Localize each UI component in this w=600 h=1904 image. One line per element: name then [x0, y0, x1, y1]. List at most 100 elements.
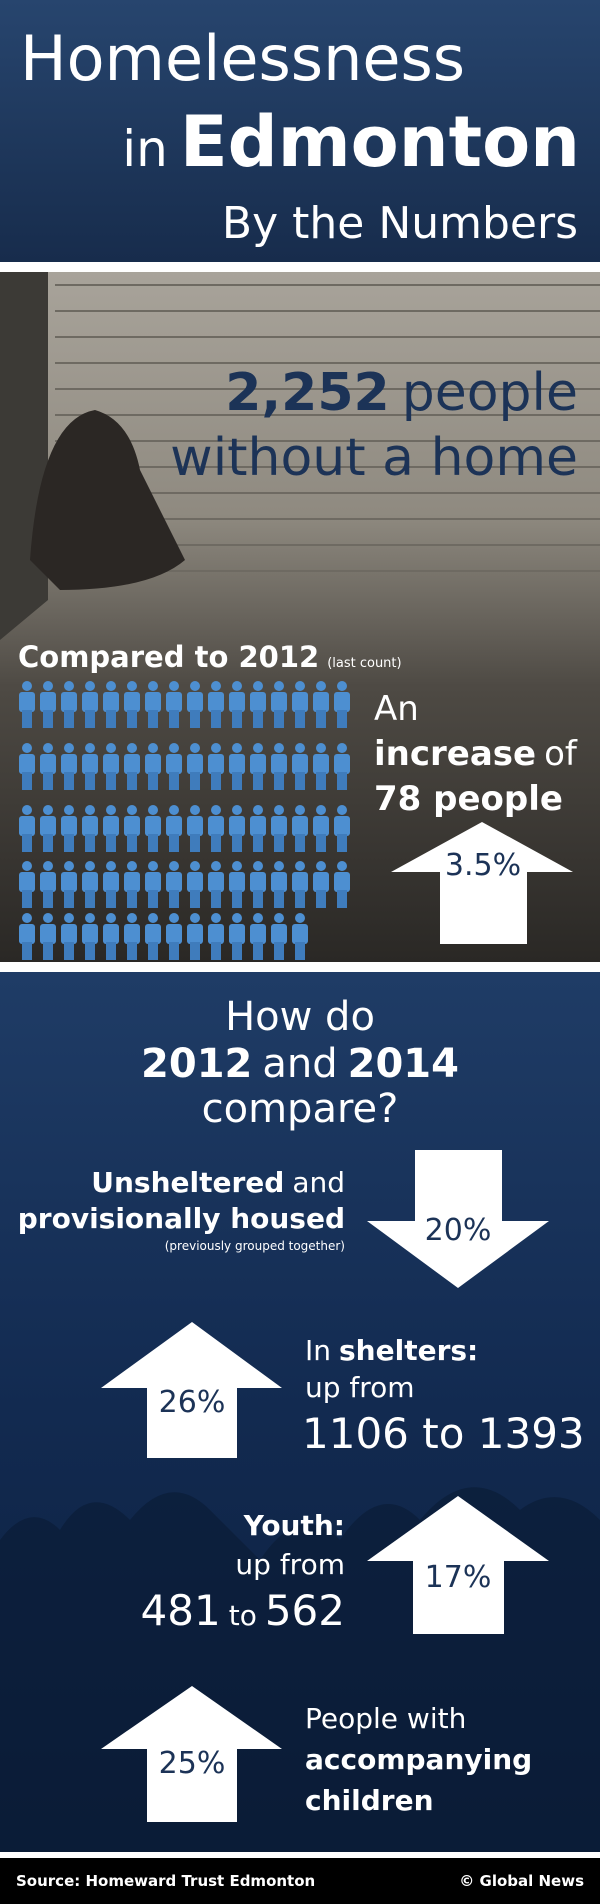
icon-body [82, 816, 98, 836]
person-icon [229, 743, 245, 790]
arrow-up [101, 1322, 282, 1458]
icon-head [190, 861, 200, 871]
icon-body [271, 872, 287, 892]
person-icon [271, 681, 287, 728]
item-label: 1106 to 1393 [302, 1409, 585, 1458]
icon-body [82, 692, 98, 712]
icon-head [127, 861, 137, 871]
icon-head [169, 805, 179, 815]
icon-head [337, 681, 347, 691]
subtitle: By the Numbers [222, 198, 578, 249]
icon-body [82, 872, 98, 892]
icon-head [148, 861, 158, 871]
icon-body [61, 692, 77, 712]
item-label: up from [305, 1371, 415, 1404]
icon-head [127, 913, 137, 923]
icon-head [169, 743, 179, 753]
comparison-text: 78 people [374, 779, 563, 819]
person-icon [82, 743, 98, 790]
icon-body [166, 692, 182, 712]
icon-body [292, 924, 308, 944]
icon-head [274, 681, 284, 691]
icon-legs [190, 710, 200, 728]
icon-head [169, 913, 179, 923]
emphasis: Unsheltered [91, 1166, 284, 1199]
item-label: children [305, 1784, 434, 1817]
person-icon [145, 743, 161, 790]
icon-body [208, 692, 224, 712]
icon-legs [127, 710, 137, 728]
icon-legs [64, 890, 74, 908]
word: In [305, 1334, 331, 1367]
icon-body [208, 924, 224, 944]
icon-legs [148, 710, 158, 728]
icon-head [190, 913, 200, 923]
person-icon [145, 805, 161, 852]
icon-body [187, 754, 203, 774]
icon-legs [106, 834, 116, 852]
icon-body [250, 692, 266, 712]
person-icon [166, 913, 182, 960]
icon-body [292, 872, 308, 892]
icon-head [253, 681, 263, 691]
icon-body [187, 924, 203, 944]
comparison-text: increase of [374, 734, 578, 774]
icon-body [103, 754, 119, 774]
icon-head [43, 681, 53, 691]
icon-head [337, 861, 347, 871]
icon-head [43, 913, 53, 923]
title-word: in [122, 120, 168, 178]
icon-head [106, 681, 116, 691]
item-label: Youth: [243, 1509, 345, 1542]
total-line: without a home [170, 428, 578, 488]
person-icon [103, 743, 119, 790]
icon-head [22, 861, 32, 871]
emphasis: increase [374, 734, 536, 774]
icon-legs [169, 890, 179, 908]
icon-body [124, 692, 140, 712]
icon-head [148, 743, 158, 753]
icon-legs [64, 710, 74, 728]
icon-legs [253, 772, 263, 790]
icon-body [40, 924, 56, 944]
icon-head [316, 805, 326, 815]
icon-head [211, 681, 221, 691]
person-icon [124, 913, 140, 960]
icon-legs [295, 890, 305, 908]
icon-legs [148, 890, 158, 908]
icon-body [187, 692, 203, 712]
icon-head [127, 805, 137, 815]
icon-head [106, 743, 116, 753]
icon-body [145, 872, 161, 892]
icon-head [253, 805, 263, 815]
item-label: up from [235, 1548, 345, 1581]
icon-legs [190, 772, 200, 790]
icon-head [85, 743, 95, 753]
icon-head [190, 743, 200, 753]
icon-legs [148, 772, 158, 790]
icon-head [85, 805, 95, 815]
person-icon [229, 913, 245, 960]
icon-legs [64, 834, 74, 852]
person-icon [19, 743, 35, 790]
word: to [229, 1599, 257, 1632]
icon-legs [337, 710, 347, 728]
icon-head [43, 805, 53, 815]
word: 481 [141, 1586, 221, 1635]
emphasis: shelters: [339, 1334, 478, 1367]
icon-legs [127, 942, 137, 960]
icon-body [166, 872, 182, 892]
icon-head [22, 805, 32, 815]
total-text: people [402, 363, 578, 423]
icon-head [232, 913, 242, 923]
icon-legs [43, 942, 53, 960]
person-icon [250, 913, 266, 960]
icon-legs [253, 942, 263, 960]
arrow-label: 25% [159, 1746, 226, 1781]
divider [0, 262, 600, 272]
icon-body [103, 692, 119, 712]
item-label: accompanying [305, 1743, 532, 1776]
person-icon [208, 743, 224, 790]
icon-legs [106, 772, 116, 790]
